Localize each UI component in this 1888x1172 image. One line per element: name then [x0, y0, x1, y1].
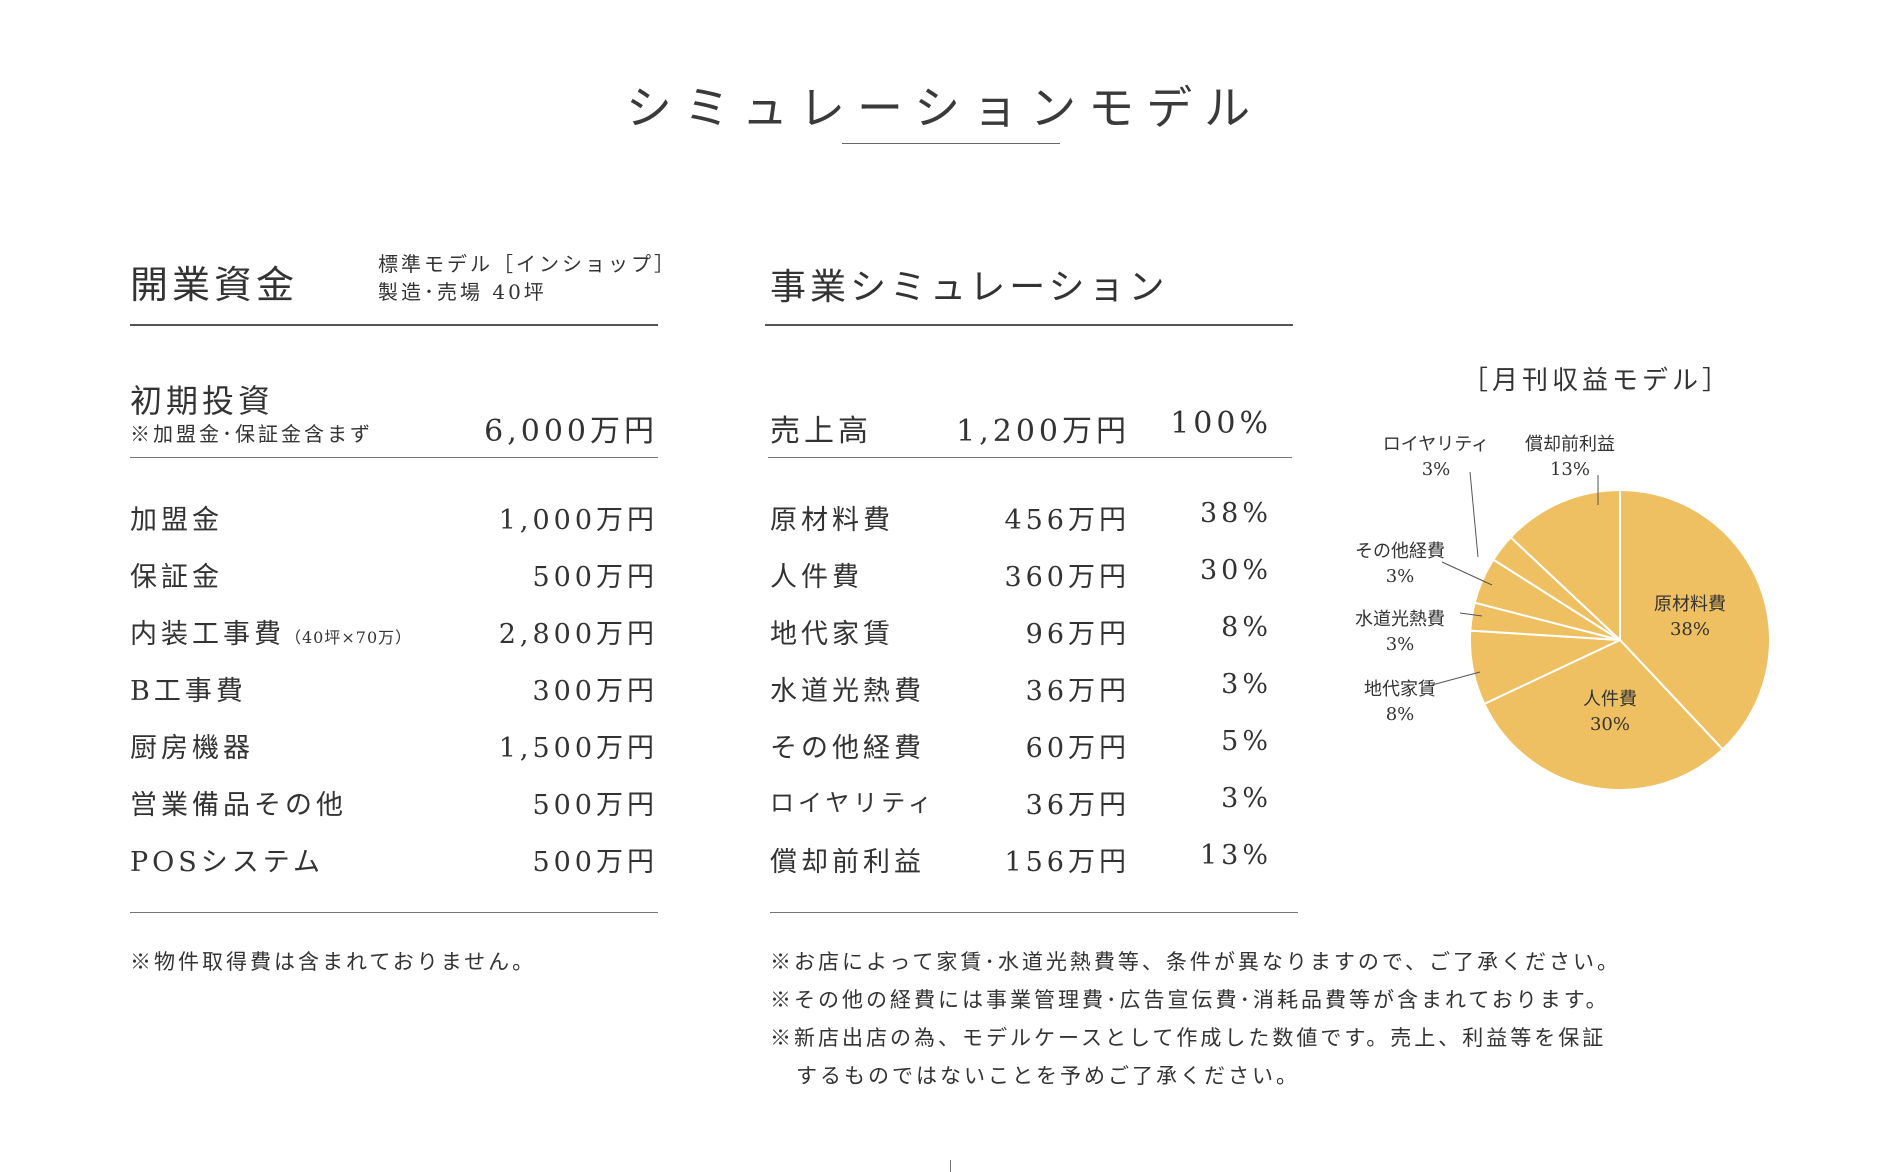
funding-row-label: POSシステム	[130, 847, 324, 878]
funding-row-amount: 2,800万円	[498, 619, 658, 650]
simulation-row-amount: 60万円	[1025, 733, 1130, 764]
pie-leader-line	[1431, 671, 1481, 686]
simulation-row-amount: 36万円	[1025, 676, 1130, 707]
simulation-note: するものではないことを予めご了承ください。	[796, 1064, 1300, 1088]
funding-model-line1: 標準モデル［インショップ］	[378, 252, 677, 276]
initial-investment-note: ※加盟金･保証金含まず	[130, 422, 373, 446]
simulation-row: 地代家賃 96万円 8%	[770, 612, 1290, 652]
simulation-row-label: 人件費	[770, 562, 863, 593]
simulation-row-label: 償却前利益	[770, 847, 925, 878]
simulation-row-amount: 36万円	[1025, 790, 1130, 821]
simulation-note: ※お店によって家賃･水道光熱費等、条件が異なりますので、ご了承ください。	[770, 950, 1621, 974]
pie-leader-line	[1469, 471, 1479, 558]
funding-row: 内装工事費（40坪×70万） 2,800万円	[130, 612, 658, 652]
simulation-row-pct: 8%	[1221, 612, 1272, 643]
pie-slice	[1482, 638, 1725, 791]
pie-slice-label: その他経費	[1355, 541, 1445, 562]
pie-slice	[1619, 488, 1771, 751]
simulation-row-amount: 456万円	[1004, 505, 1130, 536]
simulation-row: 水道光熱費 36万円 3%	[770, 669, 1290, 709]
funding-row: POSシステム 500万円	[130, 840, 658, 880]
pie-slice-label: 原材料費	[1654, 594, 1726, 615]
funding-bottom-rule	[130, 912, 658, 913]
funding-row-amount: 1,500万円	[498, 733, 658, 764]
pie-slice-pct-label: 30%	[1590, 714, 1630, 735]
pie-slice-pct-label: 38%	[1670, 619, 1710, 640]
pie-slice	[1509, 488, 1621, 643]
funding-row: 厨房機器 1,500万円	[130, 726, 658, 766]
funding-row-amount: 1,000万円	[498, 505, 658, 536]
pie-slice-label: 償却前利益	[1525, 434, 1615, 455]
simulation-row-amount: 96万円	[1025, 619, 1130, 650]
title-underline	[842, 143, 1060, 144]
initial-rule	[130, 457, 658, 458]
simulation-row-label: ロイヤリティ	[770, 789, 936, 817]
pie-slice-pct-label: 8%	[1386, 704, 1415, 725]
funding-heading-rule	[130, 324, 658, 326]
sales-row: 売上高 1,200万円 100%	[770, 406, 1290, 449]
sales-rule	[768, 457, 1292, 458]
funding-row-label: 内装工事費	[130, 619, 285, 650]
funding-heading: 開業資金	[130, 263, 299, 307]
simulation-row: 人件費 360万円 30%	[770, 555, 1290, 595]
initial-investment-label: 初期投資	[130, 382, 275, 420]
simulation-note: ※その他の経費には事業管理費･広告宣伝費･消耗品費等が含まれております。	[770, 988, 1610, 1012]
funding-row: 保証金 500万円	[130, 555, 658, 595]
simulation-row: 原材料費 456万円 38%	[770, 498, 1290, 538]
simulation-row: 償却前利益 156万円 13%	[770, 840, 1290, 880]
pie-leader-line	[1459, 612, 1483, 617]
simulation-row-label: 原材料費	[770, 505, 894, 536]
pie-slice-label: 水道光熱費	[1355, 609, 1445, 630]
page-title: シミュレーションモデル	[625, 81, 1263, 135]
simulation-heading: 事業シミュレーション	[770, 267, 1169, 308]
funding-row-label: 加盟金	[130, 505, 223, 536]
pie-slice-label: ロイヤリティ	[1383, 434, 1489, 455]
pie-slice-label: 人件費	[1583, 689, 1637, 710]
pie-slice-pct-label: 3%	[1422, 459, 1451, 480]
sales-pct: 100%	[1170, 406, 1272, 441]
simulation-row-pct: 30%	[1199, 555, 1272, 586]
funding-model-line2: 製造･売場 40坪	[378, 280, 547, 304]
simulation-row: その他経費 60万円 5%	[770, 726, 1290, 766]
simulation-heading-rule	[765, 324, 1293, 326]
funding-row-amount: 500万円	[532, 562, 658, 593]
simulation-row: ロイヤリティ 36万円 3%	[770, 783, 1290, 823]
simulation-row-label: 地代家賃	[770, 619, 894, 650]
funding-row: B工事費 300万円	[130, 669, 658, 709]
simulation-row-label: 水道光熱費	[770, 676, 925, 707]
simulation-row-pct: 3%	[1221, 783, 1272, 814]
funding-row: 加盟金 1,000万円	[130, 498, 658, 538]
funding-footnote: ※物件取得費は含まれておりません。	[130, 950, 537, 974]
pie-slice-pct-label: 3%	[1386, 634, 1415, 655]
funding-row-amount: 500万円	[532, 847, 658, 878]
pie-chart-title: ［月刊収益モデル］	[1462, 366, 1733, 396]
simulation-row-pct: 3%	[1221, 669, 1272, 700]
pie-chart: 原材料費 38% 人件費 30% 地代家賃 8% 水道光熱費 3% その他経費 3% ロイヤリティ 3…	[1355, 434, 1771, 791]
sales-label: 売上高	[770, 414, 872, 449]
funding-row-label: 営業備品その他	[130, 790, 347, 821]
funding-row-amount: 300万円	[532, 676, 658, 707]
funding-row-amount: 500万円	[532, 790, 658, 821]
pie-slice-pct-label: 3%	[1386, 566, 1415, 587]
simulation-row-pct: 5%	[1221, 726, 1272, 757]
funding-row: 営業備品その他 500万円	[130, 783, 658, 823]
simulation-note: ※新店出店の為、モデルケースとして作成した数値です。売上、利益等を保証	[770, 1026, 1607, 1050]
simulation-bottom-rule	[770, 912, 1298, 913]
pie-slice-pct-label: 13%	[1550, 459, 1590, 480]
initial-investment-amount: 6,000万円	[484, 414, 658, 449]
simulation-row-pct: 13%	[1199, 840, 1272, 871]
simulation-row-amount: 360万円	[1004, 562, 1130, 593]
funding-row-label: 保証金	[130, 562, 223, 593]
page-marker	[950, 1160, 951, 1172]
simulation-row-amount: 156万円	[1004, 847, 1130, 878]
funding-row-label: 厨房機器	[130, 733, 254, 764]
pie-slice-label: 地代家賃	[1364, 679, 1436, 700]
pie-leader-line	[1441, 561, 1493, 586]
simulation-row-label: その他経費	[770, 733, 925, 764]
funding-row-suffix: （40坪×70万）	[285, 628, 413, 647]
simulation-row-pct: 38%	[1199, 498, 1272, 529]
sales-amount: 1,200万円	[956, 414, 1130, 449]
funding-row-label: B工事費	[130, 676, 247, 707]
